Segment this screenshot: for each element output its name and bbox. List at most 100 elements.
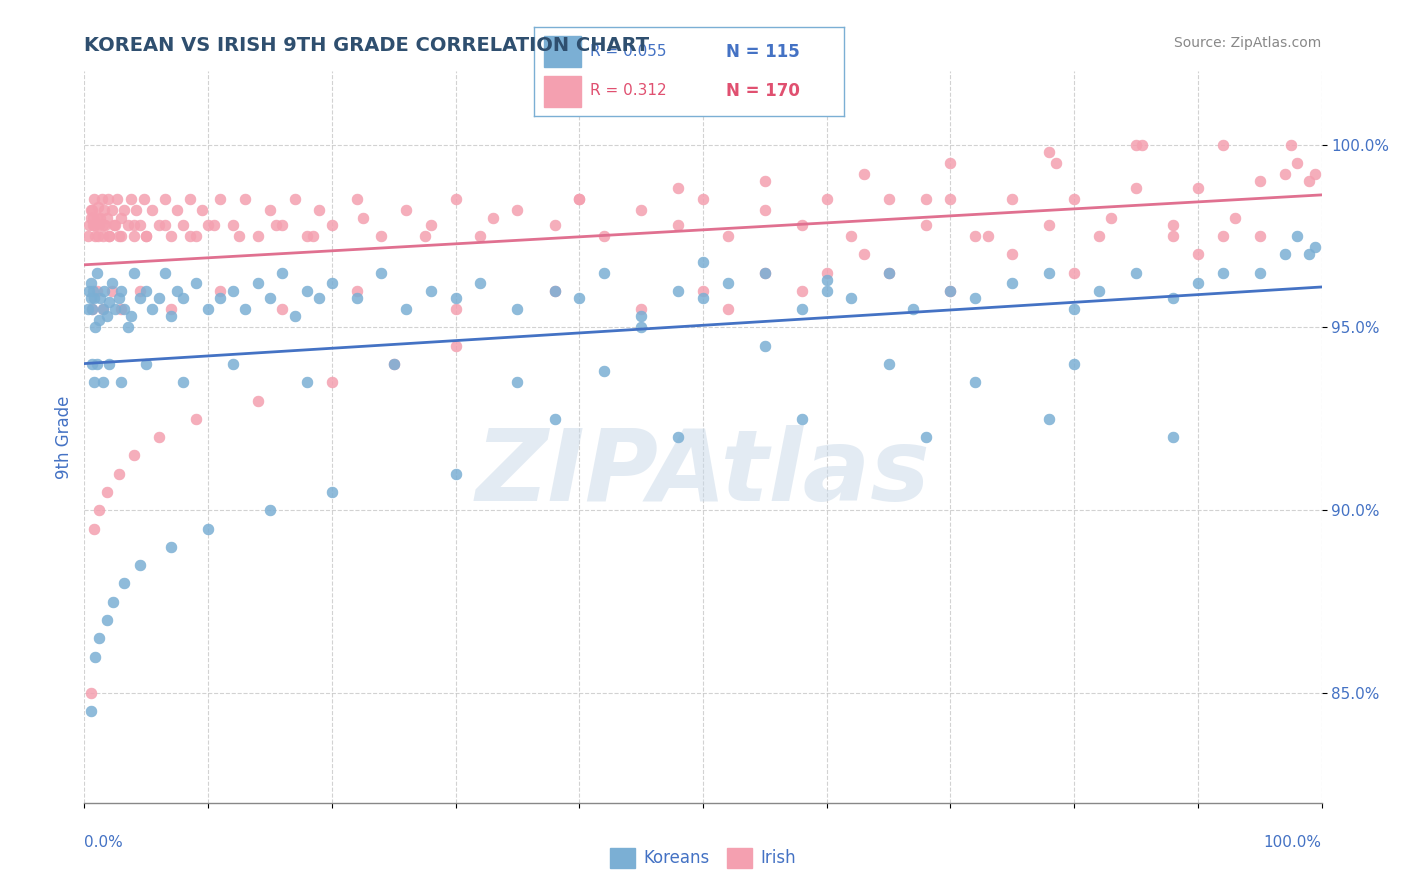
Point xyxy=(852,247,875,261)
Point xyxy=(84,649,107,664)
Point xyxy=(593,266,616,280)
Point xyxy=(841,229,863,244)
Point xyxy=(83,291,105,305)
Point xyxy=(79,705,101,719)
Point xyxy=(108,467,131,481)
Point xyxy=(129,558,152,573)
Bar xyxy=(544,36,581,67)
Point xyxy=(543,284,565,298)
Point xyxy=(110,211,132,225)
Point xyxy=(1063,193,1085,207)
Point xyxy=(82,211,104,225)
Point xyxy=(382,357,405,371)
Point xyxy=(79,218,101,232)
Point xyxy=(790,412,813,426)
Point xyxy=(965,291,987,305)
Point xyxy=(1212,137,1234,152)
Point xyxy=(93,203,115,218)
Point xyxy=(89,632,111,646)
Point xyxy=(104,218,127,232)
Point xyxy=(1125,137,1147,152)
Point xyxy=(110,284,132,298)
Point xyxy=(77,229,100,244)
Point xyxy=(903,302,925,317)
Point xyxy=(1223,211,1246,225)
Point xyxy=(914,218,936,232)
Point xyxy=(129,218,152,232)
Point xyxy=(1249,266,1271,280)
Point xyxy=(166,203,188,218)
Point xyxy=(108,291,131,305)
Point xyxy=(271,266,294,280)
Text: R = 0.312: R = 0.312 xyxy=(591,84,666,98)
Point xyxy=(630,320,652,334)
Point xyxy=(184,412,207,426)
Point xyxy=(96,485,118,500)
Point xyxy=(141,203,163,218)
Point xyxy=(630,203,652,218)
Point xyxy=(80,302,103,317)
Point xyxy=(91,229,114,244)
Point xyxy=(104,302,127,317)
Point xyxy=(79,203,101,218)
Point xyxy=(122,218,145,232)
Point xyxy=(153,266,176,280)
Text: N = 170: N = 170 xyxy=(725,82,800,100)
Point xyxy=(754,203,776,218)
Point xyxy=(1063,302,1085,317)
Point xyxy=(506,376,529,390)
Point xyxy=(470,229,492,244)
Point xyxy=(1279,137,1302,152)
Point xyxy=(179,193,201,207)
Point xyxy=(754,266,776,280)
Point xyxy=(160,229,183,244)
Point xyxy=(197,218,219,232)
Point xyxy=(717,302,740,317)
Point xyxy=(295,229,318,244)
Point xyxy=(321,218,343,232)
Point xyxy=(1088,229,1111,244)
Point xyxy=(1001,193,1024,207)
Point xyxy=(110,302,132,317)
Point xyxy=(259,503,281,517)
Point xyxy=(1187,181,1209,195)
Point xyxy=(222,284,245,298)
Point xyxy=(666,284,689,298)
Point xyxy=(308,203,330,218)
Text: Source: ZipAtlas.com: Source: ZipAtlas.com xyxy=(1174,36,1322,50)
Point xyxy=(233,193,256,207)
Point xyxy=(271,302,294,317)
Point xyxy=(295,284,318,298)
Point xyxy=(1161,229,1184,244)
Point xyxy=(160,540,183,554)
Point xyxy=(1045,156,1067,170)
Point xyxy=(568,193,591,207)
Point xyxy=(80,302,103,317)
Point xyxy=(82,218,104,232)
Point xyxy=(346,291,368,305)
Point xyxy=(108,229,131,244)
Point xyxy=(370,229,392,244)
Point xyxy=(209,291,232,305)
Point xyxy=(815,273,838,287)
Point xyxy=(87,200,110,214)
Point xyxy=(153,218,176,232)
Point xyxy=(382,357,405,371)
Point xyxy=(91,218,114,232)
Text: 100.0%: 100.0% xyxy=(1264,836,1322,850)
Point xyxy=(79,211,101,225)
Point xyxy=(83,522,105,536)
Point xyxy=(692,254,714,268)
Point xyxy=(815,266,838,280)
Point xyxy=(692,291,714,305)
Point xyxy=(122,449,145,463)
Point xyxy=(117,320,139,334)
Point xyxy=(1187,247,1209,261)
Point xyxy=(122,229,145,244)
Point xyxy=(96,211,118,225)
Point xyxy=(1038,218,1060,232)
Point xyxy=(419,284,441,298)
Point xyxy=(1285,156,1308,170)
Point xyxy=(666,181,689,195)
Point xyxy=(233,302,256,317)
